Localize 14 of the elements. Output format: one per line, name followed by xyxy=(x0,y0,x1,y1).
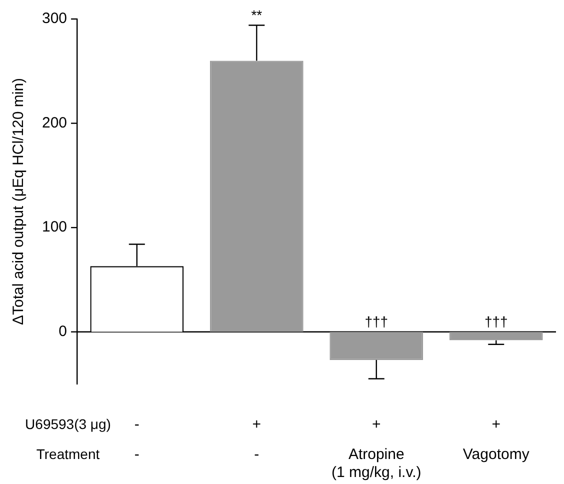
annotation: ** xyxy=(251,7,263,24)
y-axis-title: ΔTotal acid output (μEq HCl/120 min) xyxy=(10,78,28,326)
x-tick-label: + Vagotomy xyxy=(462,416,530,464)
y-tick-label: 200 xyxy=(42,114,68,132)
y-tick-label: 300 xyxy=(42,10,68,28)
annotation: ††† xyxy=(364,314,388,330)
y-tick-label: 100 xyxy=(42,218,68,236)
y-tick-label: 0 xyxy=(58,323,68,340)
x-tick-label: + - xyxy=(252,416,262,464)
x-tick-label: - - xyxy=(134,416,140,464)
annotation: ††† xyxy=(484,314,508,330)
x-tick-label: + Atropine (1 mg/kg, i.v.) xyxy=(332,416,422,482)
text: U69593(3 μg) xyxy=(25,416,111,432)
text: Treatment xyxy=(36,446,100,462)
